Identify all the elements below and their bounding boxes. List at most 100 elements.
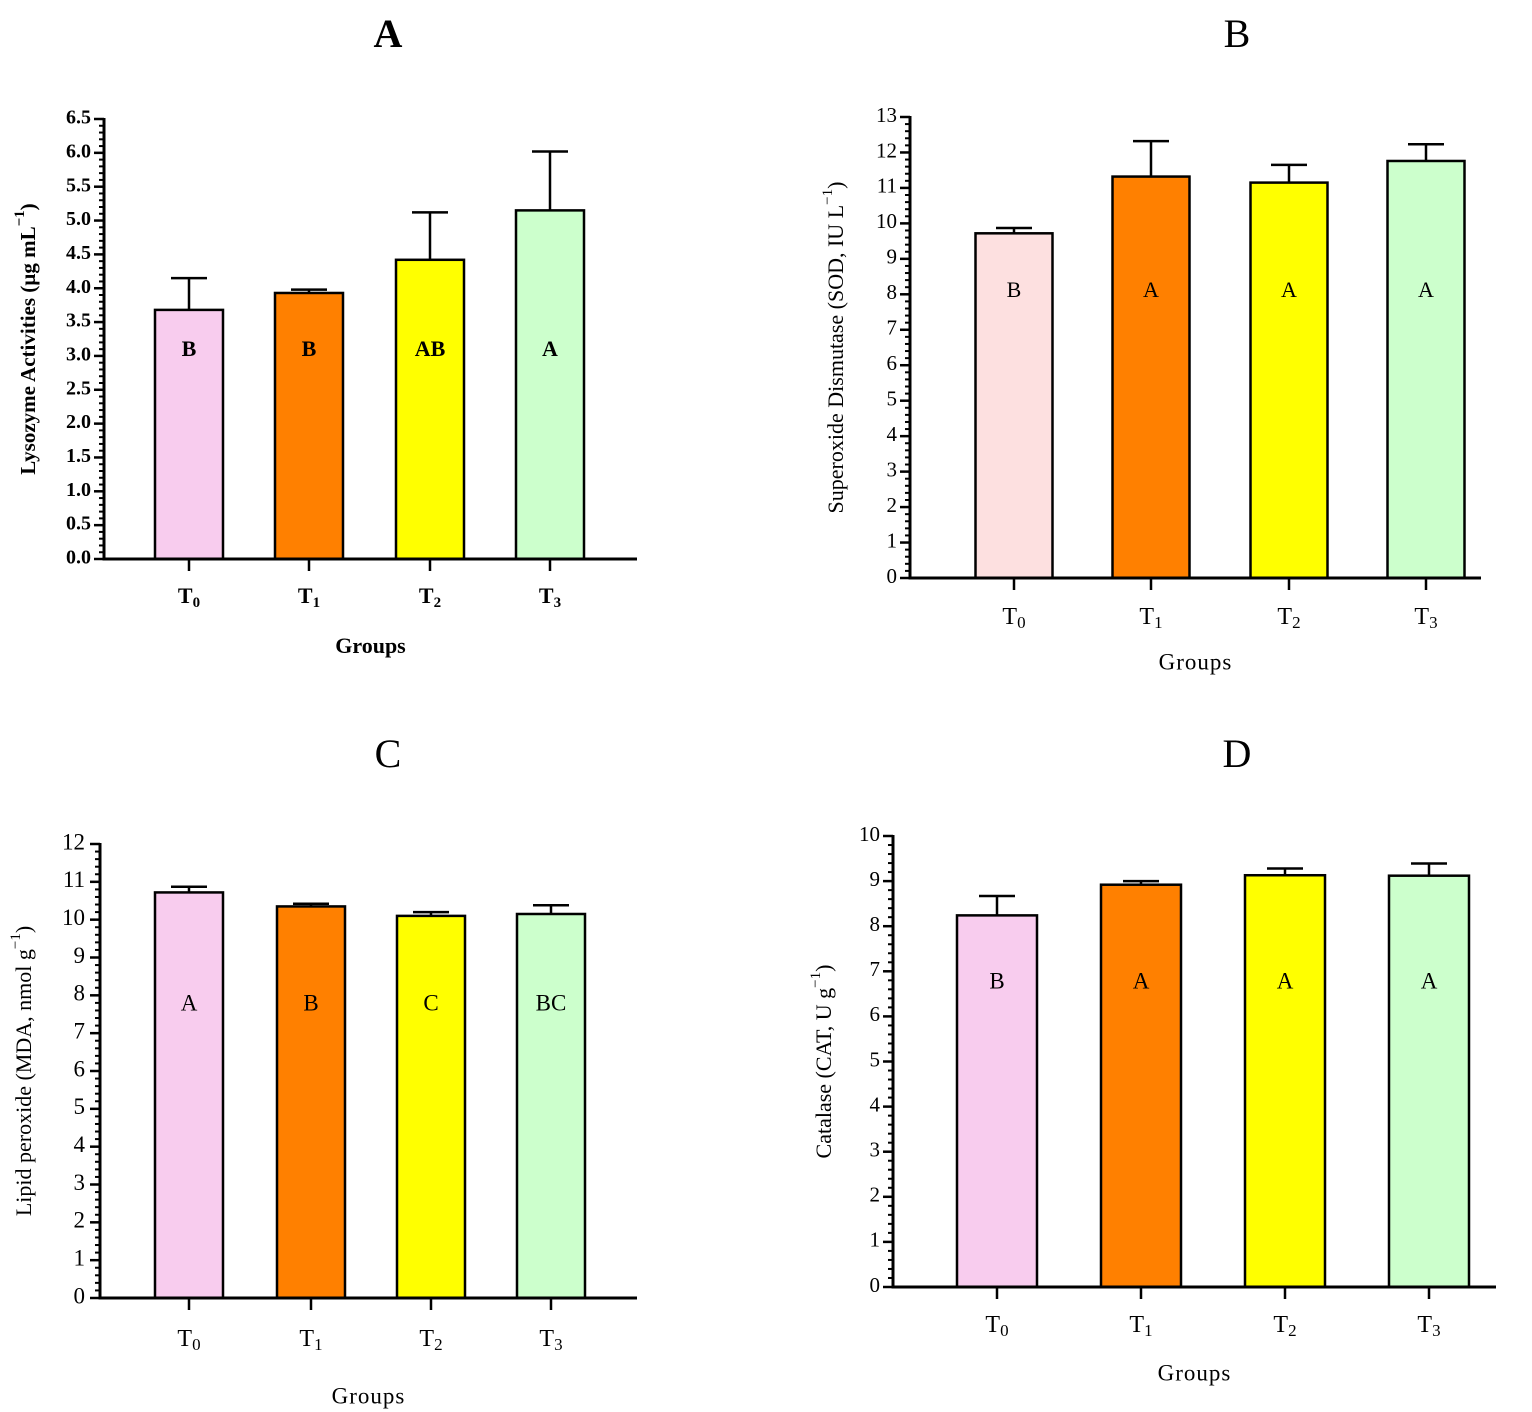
- y-tick-label: 2: [887, 493, 898, 517]
- x-tick-label: T1: [1139, 604, 1162, 632]
- y-tick-label: 10: [62, 905, 85, 930]
- y-tick-label: 0.5: [66, 513, 91, 535]
- bar: [1243, 873, 1327, 1289]
- x-tick-label: T3: [1417, 1312, 1440, 1340]
- bar: [395, 914, 467, 1300]
- significance-letter: A: [1277, 968, 1294, 993]
- y-axis-label: Superoxide Dismutase (SOD, IU L−1): [820, 182, 848, 514]
- y-tick-label: 5: [870, 1047, 881, 1071]
- y-tick-label: 8: [870, 912, 881, 936]
- significance-letter: C: [423, 990, 438, 1015]
- x-axis-label: Groups: [1158, 1360, 1232, 1385]
- panel-title: B: [1224, 11, 1251, 56]
- x-tick-label: T1: [1129, 1312, 1152, 1340]
- x-axis-label: Groups: [332, 1383, 406, 1408]
- significance-letter: A: [1281, 277, 1297, 302]
- y-tick-label: 4: [887, 422, 898, 446]
- x-axis-label: Groups: [335, 633, 406, 658]
- chart-panel-c: CAT0BT1CT2BCT30123456789101112GroupsLipi…: [8, 731, 637, 1408]
- bar: [1387, 874, 1471, 1289]
- significance-letter: A: [1418, 277, 1434, 302]
- panel-title: D: [1223, 731, 1252, 776]
- y-tick-label: 5.0: [66, 208, 91, 230]
- x-tick-label: T0: [177, 1326, 200, 1354]
- x-tick-label: T2: [419, 1326, 442, 1354]
- y-tick-label: 2: [870, 1183, 881, 1207]
- significance-letter: A: [542, 336, 558, 361]
- significance-letter: A: [1143, 277, 1159, 302]
- significance-letter: A: [181, 990, 198, 1015]
- bar: [1249, 181, 1329, 580]
- significance-letter: AB: [415, 336, 446, 361]
- bar: [394, 258, 466, 561]
- panel-title: A: [374, 11, 403, 56]
- y-tick-label: 2: [74, 1208, 86, 1233]
- x-tick-label: T0: [178, 583, 200, 611]
- y-tick-label: 8: [74, 981, 86, 1006]
- y-tick-label: 3.5: [66, 310, 91, 332]
- y-tick-label: 0: [870, 1273, 881, 1297]
- y-tick-label: 4.5: [66, 242, 91, 264]
- y-tick-label: 10: [876, 209, 897, 233]
- significance-letter: A: [1133, 968, 1150, 993]
- y-tick-label: 2.0: [66, 411, 91, 433]
- y-tick-label: 1.5: [66, 445, 91, 467]
- x-tick-label: T3: [539, 583, 561, 611]
- bar: [1386, 159, 1466, 580]
- significance-letter: A: [1421, 968, 1438, 993]
- significance-letter: B: [1007, 277, 1022, 302]
- bar: [1111, 175, 1191, 580]
- x-tick-label: T1: [299, 1326, 322, 1354]
- y-tick-label: 12: [62, 829, 85, 854]
- y-tick-label: 1: [870, 1228, 881, 1252]
- y-tick-label: 6: [74, 1056, 86, 1081]
- significance-letter: B: [182, 336, 197, 361]
- y-tick-label: 5: [74, 1094, 86, 1119]
- y-axis-label: Catalase (CAT, U g−1): [808, 965, 836, 1159]
- y-tick-label: 7: [887, 316, 898, 340]
- y-tick-label: 6.5: [66, 107, 91, 129]
- bar: [153, 891, 225, 1300]
- y-tick-label: 3: [887, 457, 898, 481]
- bar: [514, 209, 586, 561]
- significance-letter: B: [302, 336, 317, 361]
- bar: [1099, 883, 1183, 1289]
- x-tick-label: T2: [1273, 1312, 1296, 1340]
- y-tick-label: 11: [877, 174, 897, 198]
- y-tick-label: 1.0: [66, 479, 91, 501]
- y-tick-label: 2.5: [66, 377, 91, 399]
- y-tick-label: 3: [74, 1170, 86, 1195]
- y-tick-label: 1: [74, 1245, 86, 1270]
- x-tick-label: T2: [1277, 604, 1300, 632]
- y-tick-label: 9: [74, 943, 86, 968]
- x-tick-label: T3: [539, 1326, 562, 1354]
- significance-letter: B: [989, 968, 1004, 993]
- panel-title: C: [375, 731, 402, 776]
- y-tick-label: 6: [887, 351, 898, 375]
- chart-panel-a: ABT0BT1ABT2AT30.00.51.01.52.02.53.03.54.…: [12, 11, 637, 658]
- x-tick-label: T0: [1002, 604, 1025, 632]
- y-tick-label: 7: [74, 1018, 86, 1043]
- y-tick-label: 4: [870, 1092, 881, 1116]
- y-tick-label: 4.0: [66, 276, 91, 298]
- y-tick-label: 0: [74, 1283, 86, 1308]
- chart-panel-b: BBT0AT1AT2AT3012345678910111213GroupsSup…: [820, 11, 1481, 674]
- y-tick-label: 8: [887, 280, 898, 304]
- significance-letter: B: [303, 990, 318, 1015]
- chart-panel-d: D B T0 A T1 A T2 A T3 0 1 2 3 4 5 6 7 8 9 10 Groups Catalase …: [808, 731, 1496, 1385]
- bar: [275, 905, 347, 1300]
- y-tick-label: 0: [887, 564, 898, 588]
- x-tick-label: T1: [298, 583, 320, 611]
- y-tick-label: 10: [859, 822, 880, 846]
- x-axis-label: Groups: [1159, 649, 1233, 674]
- y-tick-label: 9: [870, 867, 881, 891]
- bar: [273, 291, 345, 561]
- y-tick-label: 12: [876, 138, 897, 162]
- significance-letter: BC: [536, 990, 567, 1015]
- bar: [153, 308, 225, 561]
- y-tick-label: 5.5: [66, 174, 91, 196]
- y-axis-label: Lipid peroxide (MDA, nmol g−1): [8, 926, 36, 1216]
- y-tick-label: 6: [870, 1002, 881, 1026]
- y-tick-label: 13: [876, 103, 897, 127]
